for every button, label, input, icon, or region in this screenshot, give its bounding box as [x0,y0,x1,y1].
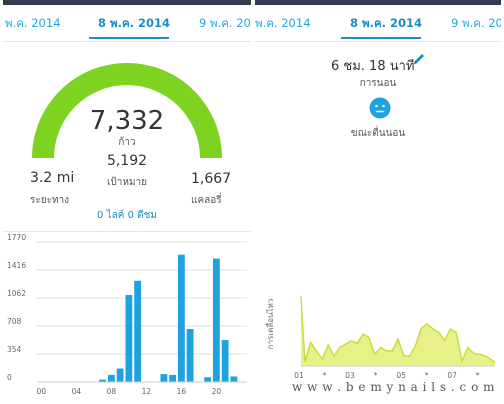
x-tick-label: 12 [142,387,152,396]
pencil-icon[interactable] [412,52,426,66]
watermark: w w w . b e m y n a i l s . c o m [292,380,495,394]
bar [230,376,238,382]
x-tick-label: 16 [177,387,187,396]
bar [107,374,115,382]
x-tick-label: 03 [345,371,355,380]
divider [3,231,251,232]
goal-value: 5,192 [106,153,148,169]
date-navigator: พ.ค. 2014 8 พ.ค. 2014 9 พ.ค. 2014 [255,5,501,41]
steps-gauge [32,63,222,159]
y-tick-label: 1062 [7,289,26,298]
x-tick-label: * [425,371,429,380]
date-tab-next[interactable]: 9 พ.ค. 2014 [451,16,501,30]
goal-label: เป้าหมาย [106,177,148,188]
bar [99,379,107,382]
steps-unit: ก้าว [118,137,136,148]
sleep-area [301,296,495,366]
sleep-panel: พ.ค. 2014 8 พ.ค. 2014 9 พ.ค. 2014 6 ชม. … [255,0,501,400]
distance-value: 3.2 mi [30,170,75,186]
sleep-duration: 6 ชม. 18 นาที [331,59,415,74]
date-tab-current[interactable]: 8 พ.ค. 2014 [350,16,423,30]
calories-value: 1,667 [191,171,232,187]
divider [3,41,251,42]
bar [160,374,168,382]
x-tick-label: 04 [72,387,82,396]
panel-divider [251,0,255,404]
y-axis-label: การเคลื่อนไหว [264,299,275,350]
hourly-steps-chart: 0 354 708 1062 1416 1770 00 04 08 12 16 20 [7,233,247,396]
calories-label: แคลอรี่ [191,195,222,206]
date-tab-prev[interactable]: พ.ค. 2014 [255,16,311,30]
x-tick-label: 01 [294,371,304,380]
x-tick-label: 08 [107,387,117,396]
bar [221,340,229,382]
bar [212,258,220,382]
x-tick-label: 07 [447,371,457,380]
date-tab-indicator [89,37,169,39]
y-tick-label: 1770 [7,233,26,242]
status-bar [255,0,501,5]
sleep-label: การนอน [359,78,397,89]
date-tab-prev[interactable]: พ.ค. 2014 [5,16,61,30]
x-tick-label: 05 [396,371,406,380]
bar [204,377,212,382]
date-tab-indicator [341,37,421,39]
date-tab-current[interactable]: 8 พ.ค. 2014 [98,16,171,30]
bar [125,294,133,382]
x-tick-label: 00 [37,387,47,396]
y-tick-label: 0 [7,373,12,382]
x-tick-label: * [476,371,480,380]
divider [255,41,501,42]
date-tab-next[interactable]: 9 พ.ค. 2014 [199,16,251,30]
bar [116,368,124,382]
steps-panel: พ.ค. 2014 8 พ.ค. 2014 9 พ.ค. 2014 7,332 … [3,0,251,400]
x-tick-label: * [323,371,327,380]
y-tick-label: 354 [7,345,22,354]
likes-link[interactable]: 0 ไลค์ 0 ดีชม [97,210,157,221]
distance-label: ระยะทาง [30,195,70,206]
bar [177,254,185,382]
y-tick-label: 1416 [7,261,26,270]
gauge-fill [32,63,222,159]
x-tick-label: 20 [212,387,222,396]
sleep-movement-chart: การเคลื่อนไหว 01 * 03 * 05 * 07 * [264,296,496,380]
steps-count: 7,332 [89,106,165,136]
sleep-line [300,296,496,364]
neutral-face-icon[interactable] [369,97,391,119]
bar [134,280,142,382]
y-tick-label: 708 [7,317,22,326]
bar [186,329,194,382]
status-bar [3,0,251,5]
x-tick-label: * [374,371,378,380]
date-navigator: พ.ค. 2014 8 พ.ค. 2014 9 พ.ค. 2014 [3,5,251,41]
awake-label: ขณะตื่นนอน [350,128,406,139]
bar [169,374,177,382]
